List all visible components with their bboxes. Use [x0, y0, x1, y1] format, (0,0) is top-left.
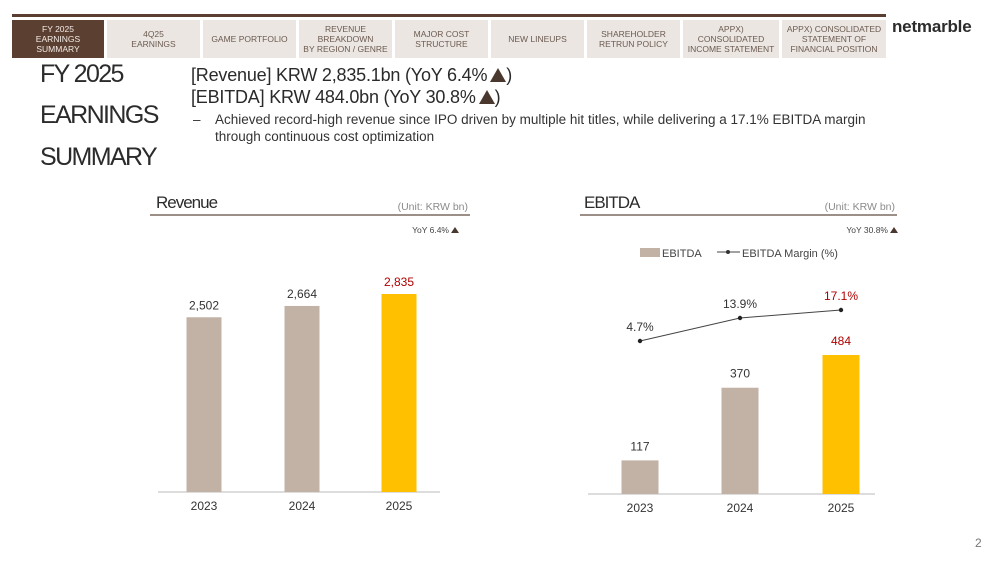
legend-ebitda-swatch [640, 248, 660, 257]
bullet-dash: – [193, 112, 201, 127]
up-triangle-icon [478, 90, 495, 104]
ebitda-x-tick: 2025 [828, 501, 855, 515]
revenue-bar-2023 [186, 317, 222, 492]
page-title-line3: SUMMARY [40, 143, 158, 171]
ebitda-margin-label: 13.9% [723, 297, 757, 311]
ebitda-chart-title: EBITDA [584, 193, 641, 212]
revenue-chart-title: Revenue [156, 193, 218, 212]
ebitda-margin-label: 17.1% [824, 289, 858, 303]
netmarble-logo: netmarble [892, 17, 972, 36]
up-triangle-icon [890, 227, 898, 233]
tab-game-portfolio[interactable]: GAME PORTFOLIO [203, 20, 296, 58]
revenue-x-tick: 2025 [386, 499, 413, 513]
ebitda-margin-point [637, 338, 643, 344]
revenue-headline-close: ) [506, 65, 513, 85]
revenue-x-tick: 2024 [289, 499, 316, 513]
ebitda-x-tick: 2024 [727, 501, 754, 515]
revenue-value-label: 2,664 [287, 287, 317, 301]
up-triangle-icon [451, 227, 459, 233]
tab-appx-income-statement[interactable]: APPX) CONSOLIDATED INCOME STATEMENT [683, 20, 779, 58]
revenue-bar-2025 [381, 294, 417, 492]
tab-appx-financial-position[interactable]: APPX) CONSOLIDATED STATEMENT OF FINANCIA… [782, 20, 886, 58]
ebitda-chart: EBITDA (Unit: KRW bn) YoY 30.8% EBITDA E… [580, 193, 898, 515]
revenue-x-tick: 2023 [191, 499, 218, 513]
ebitda-yoy-note: YoY 30.8% [846, 225, 888, 235]
tab-revenue-breakdown[interactable]: REVENUE BREAKDOWN BY REGION / GENRE [299, 20, 392, 58]
top-nav: FY 2025 EARNINGS SUMMARY 4Q25 EARNINGS G… [12, 14, 886, 58]
revenue-headline-text: [Revenue] KRW 2,835.1bn (YoY 6.4% [191, 65, 488, 85]
ebitda-margin-label: 4.7% [626, 320, 654, 334]
revenue-yoy-note: YoY 6.4% [412, 225, 449, 235]
tab-new-lineups[interactable]: NEW LINEUPS [491, 20, 584, 58]
revenue-value-label: 2,502 [189, 298, 219, 312]
page-title-line2: EARNINGS [40, 101, 159, 129]
ebitda-bar-2024 [721, 387, 759, 494]
ebitda-margin-line [639, 309, 842, 342]
ebitda-headline-close: ) [494, 87, 501, 107]
ebitda-margin-point [838, 307, 844, 313]
ebitda-headline-text: [EBITDA] KRW 484.0bn (YoY 30.8% [191, 87, 476, 107]
ebitda-value-label: 484 [831, 334, 851, 348]
revenue-headline: [Revenue] KRW 2,835.1bn (YoY 6.4%) [191, 65, 512, 86]
page-number: 2 [975, 536, 982, 550]
page-title-line1: FY 2025 [40, 60, 124, 88]
bullet-text: Achieved record-high revenue since IPO d… [215, 112, 866, 144]
revenue-chart: Revenue (Unit: KRW bn) YoY 6.4% 2,502 202… [150, 193, 470, 513]
revenue-value-label: 2,835 [384, 275, 414, 289]
revenue-bar-2024 [284, 305, 320, 492]
ebitda-bar-2025 [822, 355, 860, 494]
ebitda-headline: [EBITDA] KRW 484.0bn (YoY 30.8%) [191, 87, 501, 108]
ebitda-x-tick: 2023 [627, 501, 654, 515]
ebitda-chart-unit: (Unit: KRW bn) [825, 201, 895, 213]
ebitda-bar-2023 [621, 460, 659, 494]
tab-shareholder-return-policy[interactable]: SHAREHOLDER RETRUN POLICY [587, 20, 680, 58]
legend-margin-label: EBITDA Margin (%) [742, 248, 838, 260]
ebitda-margin-point [737, 315, 743, 321]
up-triangle-icon [490, 68, 507, 82]
ebitda-value-label: 370 [730, 367, 750, 381]
tab-4q25-earnings[interactable]: 4Q25 EARNINGS [107, 20, 200, 58]
legend-ebitda-label: EBITDA [662, 248, 702, 260]
legend-margin-marker [726, 250, 730, 254]
revenue-chart-unit: (Unit: KRW bn) [398, 201, 468, 213]
tab-fy2025-summary[interactable]: FY 2025 EARNINGS SUMMARY [12, 20, 104, 58]
tab-major-cost-structure[interactable]: MAJOR COST STRUCTURE [395, 20, 488, 58]
ebitda-value-label: 117 [630, 439, 649, 453]
